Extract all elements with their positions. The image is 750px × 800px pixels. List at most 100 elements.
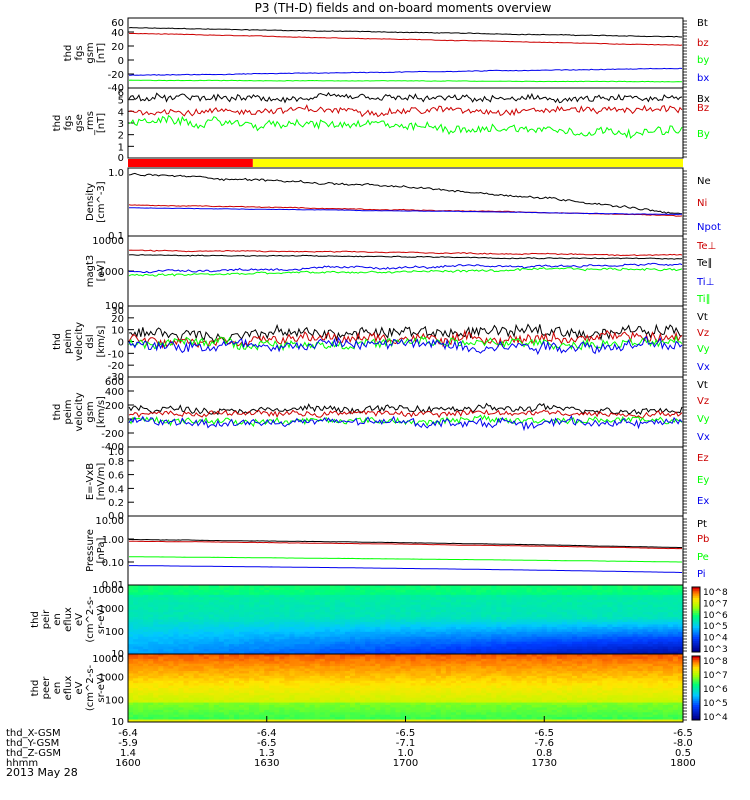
spectrogram-cell	[672, 673, 679, 677]
spectrogram-cell	[380, 649, 386, 652]
spectrogram-cell	[264, 666, 270, 669]
spectrogram-cell	[592, 614, 598, 618]
spectrogram-cell	[274, 626, 280, 630]
spectrogram-cell	[607, 668, 613, 672]
spectrogram-cell	[471, 602, 477, 606]
spectrogram-cell	[350, 641, 356, 645]
spectrogram-cell	[233, 644, 240, 647]
spectrogram-cell	[622, 649, 628, 652]
spectrogram-cell	[445, 651, 452, 655]
spectrogram-cell	[582, 661, 588, 665]
spectrogram-cell	[148, 641, 154, 645]
spectrogram-cell	[148, 597, 154, 601]
spectrogram-cell	[128, 641, 134, 645]
spectrogram-cell	[254, 587, 260, 591]
spectrogram-cell	[435, 666, 442, 669]
spectrogram-cell	[163, 656, 169, 660]
spectrogram-cell	[274, 639, 280, 643]
spectrogram-cell	[153, 619, 159, 623]
spectrogram-cell	[269, 661, 275, 665]
spectrogram-cell	[496, 612, 502, 615]
spectrogram-cell	[471, 614, 477, 618]
spectrogram-cell	[617, 612, 623, 615]
spectrogram-cell	[324, 675, 331, 679]
spectrogram-cell	[309, 668, 316, 672]
spectrogram-cell	[239, 644, 245, 647]
spectrogram-cell	[344, 661, 351, 665]
spectrogram-cell	[657, 663, 664, 667]
spectrogram-cell	[582, 587, 588, 591]
spectrogram-cell	[420, 666, 427, 669]
spectrogram-cell	[476, 599, 482, 603]
spectrogram-cell	[657, 621, 664, 625]
spectrogram-cell	[233, 649, 240, 652]
y-tick-label: 0	[118, 56, 124, 67]
spectrogram-cell	[334, 624, 341, 628]
spectrogram-cell	[163, 680, 169, 684]
spectrogram-cell	[521, 671, 527, 674]
spectrogram-cell	[455, 675, 462, 679]
spectrogram-cell	[501, 639, 507, 643]
spectrogram-cell	[420, 683, 427, 686]
spectrogram-cell	[385, 609, 391, 613]
spectrogram-cell	[551, 592, 558, 596]
spectrogram-cell	[153, 624, 159, 628]
spectrogram-cell	[511, 666, 517, 669]
spectrogram-cell	[445, 673, 452, 677]
spectrogram-cell	[551, 673, 558, 677]
spectrogram-cell	[148, 621, 154, 625]
spectrogram-cell	[390, 683, 396, 686]
spectrogram-cell	[486, 671, 492, 674]
spectrogram-cell	[445, 649, 452, 652]
spectrogram-cell	[375, 629, 381, 633]
spectrogram-cell	[375, 592, 381, 596]
spectrogram-cell	[536, 683, 543, 686]
spectrogram-cell	[617, 594, 623, 598]
spectrogram-cell	[652, 663, 659, 667]
spectrogram-cell	[163, 617, 169, 620]
spectrogram-cell	[188, 663, 194, 667]
spectrogram-cell	[289, 585, 295, 588]
spectrogram-cell	[531, 646, 538, 650]
spectrogram-cell	[239, 587, 245, 591]
spectrogram-cell	[602, 671, 608, 674]
spectrogram-cell	[602, 656, 608, 660]
spectrogram-cell	[390, 631, 396, 635]
spectrogram-cell	[254, 673, 260, 677]
spectrogram-cell	[249, 658, 255, 662]
spectrogram-cell	[662, 668, 669, 672]
spectrogram-cell	[244, 644, 250, 647]
spectrogram-cell	[153, 599, 159, 603]
spectrogram-cell	[385, 658, 391, 662]
spectrogram-cell	[304, 592, 311, 596]
spectrogram-cell	[551, 619, 558, 623]
spectrogram-cell	[435, 589, 442, 593]
spectrogram-cell	[339, 658, 346, 662]
spectrogram-cell	[511, 602, 517, 606]
spectrogram-cell	[536, 617, 543, 620]
spectrogram-cell	[637, 587, 644, 591]
spectrogram-cell	[531, 671, 538, 674]
spectrogram-cell	[400, 592, 406, 596]
spectrogram-cell	[218, 624, 225, 628]
spectrogram-cell	[163, 609, 169, 613]
spectrogram-cell	[203, 609, 210, 613]
spectrogram-cell	[592, 666, 598, 669]
spectrogram-cell	[188, 673, 194, 677]
spectrogram-cell	[657, 604, 664, 608]
spectrogram-cell	[228, 602, 235, 606]
spectrogram-cell	[587, 683, 593, 686]
spectrogram-cell	[551, 646, 558, 650]
spectrogram-cell	[476, 639, 482, 643]
spectrogram-cell	[506, 602, 512, 606]
spectrogram-cell	[178, 656, 184, 660]
spectrogram-cell	[471, 585, 477, 588]
spectrogram-cell	[314, 621, 321, 625]
spectrogram-cell	[546, 675, 553, 679]
spectrogram-cell	[415, 651, 422, 655]
spectrogram-cell	[566, 636, 573, 640]
spectrogram-cell	[178, 614, 184, 618]
spectrogram-cell	[178, 619, 184, 623]
spectrogram-cell	[410, 589, 416, 593]
